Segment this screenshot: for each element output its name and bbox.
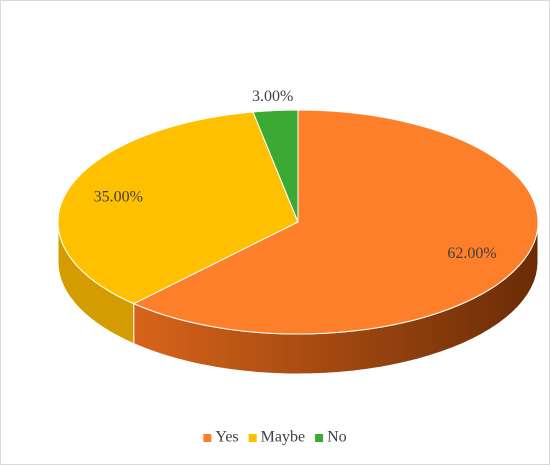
data-label: 35.00%	[94, 188, 143, 205]
slice	[57, 111, 299, 305]
legend-marker	[315, 434, 324, 442]
legend-label: Maybe	[261, 429, 305, 446]
slice	[252, 109, 299, 223]
slice	[132, 109, 539, 335]
data-label: 3.00%	[252, 88, 293, 105]
legend: Yes Maybe No	[203, 429, 347, 446]
legend-label: No	[327, 429, 347, 446]
legend-marker	[248, 434, 257, 442]
legend-marker	[203, 434, 212, 442]
legend-label: Yes	[215, 429, 238, 446]
data-label: 62.00%	[447, 245, 496, 262]
